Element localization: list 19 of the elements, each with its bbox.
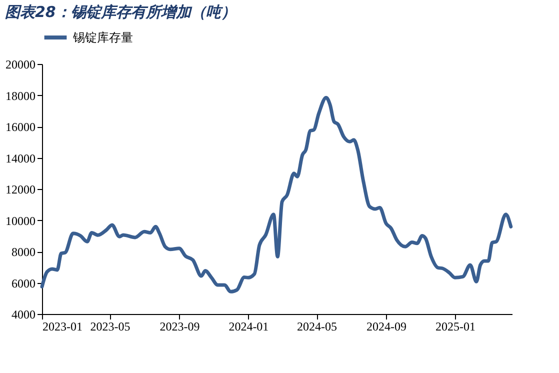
line-series	[40, 96, 513, 294]
x-tick-label: 2025-01	[435, 320, 476, 334]
x-tick-label: 2023-09	[160, 320, 200, 334]
y-tick-label: 18000	[6, 88, 36, 103]
y-tick-label: 16000	[6, 120, 36, 134]
x-tick-label: 2023-05	[90, 320, 130, 334]
y-tick-label: 20000	[6, 58, 36, 72]
y-tick-label: 4000	[12, 308, 36, 322]
y-tick-label: 14000	[6, 151, 36, 166]
x-tick-label: 2024-01	[228, 320, 269, 334]
legend-label: 锡锭库存量	[72, 30, 133, 44]
x-tick-label: 2024-05	[297, 320, 338, 334]
y-tick-label: 6000	[12, 276, 36, 290]
y-tick-label: 10000	[6, 214, 36, 228]
y-tick-label: 8000	[12, 245, 36, 259]
x-tick-label: 2023-01	[42, 320, 82, 334]
chart-title: 图表28：锡锭库存有所增加（吨）	[5, 3, 236, 21]
x-tick-label: 2024-09	[366, 320, 407, 334]
y-tick-label: 12000	[6, 182, 36, 196]
